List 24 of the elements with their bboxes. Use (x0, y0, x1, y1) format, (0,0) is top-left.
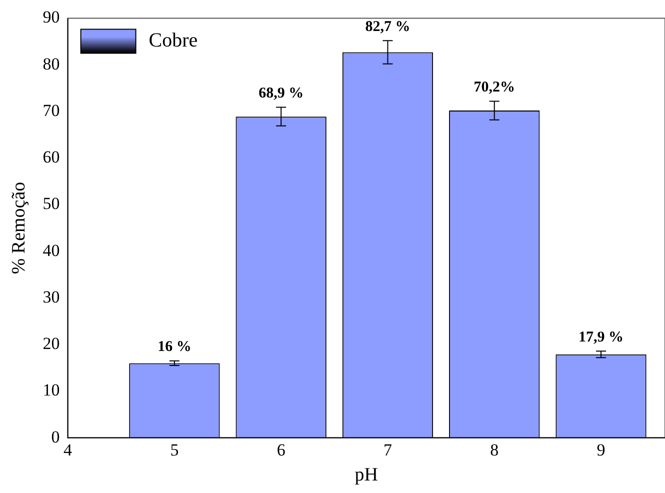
data-label: 68,9 % (258, 86, 304, 102)
x-tick-label: 6 (276, 440, 286, 460)
x-tick-label: 9 (596, 440, 606, 460)
y-tick-label: 40 (42, 240, 60, 260)
y-tick-label: 10 (42, 380, 60, 400)
x-tick-label: 7 (383, 440, 392, 460)
y-tick-label: 30 (42, 287, 60, 306)
y-tick-label: 60 (42, 148, 60, 167)
x-tick-label: 4 (64, 440, 73, 460)
y-axis-title: % Remoção (8, 182, 30, 274)
x-tick-label: 8 (490, 440, 499, 460)
x-axis-title: pH (354, 464, 378, 486)
data-label: 17,9 % (578, 329, 624, 346)
y-tick-label: 20 (42, 334, 60, 354)
data-label: 70,2% (474, 80, 515, 96)
legend-label: Cobre (148, 29, 198, 52)
y-tick-label: 70 (42, 100, 60, 120)
y-tick-label: 50 (42, 194, 60, 214)
data-label: 16 % (158, 339, 192, 356)
x-tick-label: 5 (170, 440, 179, 460)
y-tick-label: 90 (42, 8, 60, 27)
y-tick-label: 80 (42, 54, 60, 74)
y-tick-label: 0 (51, 427, 60, 446)
data-label: 82,7 % (365, 18, 410, 35)
